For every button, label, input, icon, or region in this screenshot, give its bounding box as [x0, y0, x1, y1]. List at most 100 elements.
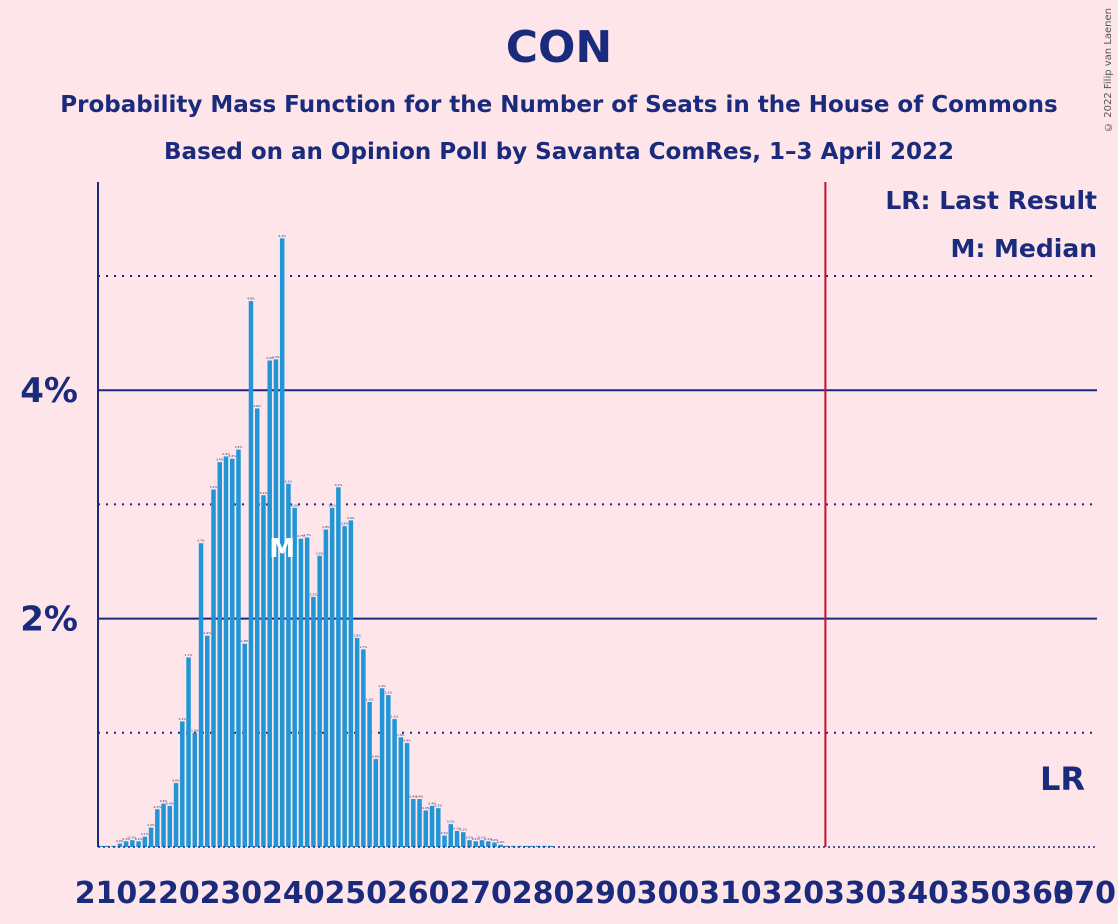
bar-247 — [329, 507, 335, 847]
x-tick-label-220: 220 — [137, 876, 200, 911]
bar-label-269: 0.1% — [466, 836, 474, 840]
bar-224 — [186, 657, 191, 847]
bar-label-274: 0.0% — [497, 840, 505, 844]
bar-220 — [161, 803, 166, 847]
bar-label-222: 0.6% — [172, 779, 180, 783]
bar-label-246: 2.8% — [322, 525, 330, 529]
bar-217 — [142, 836, 148, 847]
bar-237 — [267, 360, 272, 847]
bar-label-221: 0.4% — [166, 801, 174, 805]
bar-228 — [211, 489, 216, 847]
bar-271 — [479, 840, 485, 847]
bar-label-270: 0.1% — [472, 837, 480, 841]
bar-221 — [167, 805, 173, 847]
bar-244 — [311, 596, 316, 847]
bar-label-245: 2.5% — [316, 551, 324, 555]
bar-label-218: 0.2% — [147, 823, 155, 827]
x-tick-label-350: 350 — [949, 876, 1012, 911]
bar-274 — [498, 844, 503, 847]
bar-label-265: 0.1% — [441, 831, 449, 835]
bar-label-254: 0.8% — [372, 755, 380, 759]
bar-267 — [454, 831, 460, 847]
bar-label-241: 3.0% — [291, 503, 299, 507]
bar-273 — [492, 842, 497, 847]
chart-subtitle-1: Probability Mass Function for the Number… — [60, 92, 1058, 118]
axes-group: 2% 4% 210 220 230 240 250 260 270 280 290 300 310 320… — [20, 182, 1116, 911]
x-tick-label-360: 360 — [1011, 876, 1074, 911]
bar-211 — [105, 845, 110, 847]
bar-218 — [148, 827, 154, 847]
bar-241 — [292, 507, 297, 847]
bar-label-219: 0.3% — [154, 805, 162, 809]
bar-243 — [304, 537, 310, 847]
x-tick-label-370: 370 — [1053, 876, 1116, 911]
bar-label-268: 0.1% — [459, 828, 467, 832]
bar-268 — [461, 832, 466, 847]
bar-264 — [436, 808, 441, 847]
bar-label-242: 2.7% — [297, 534, 305, 538]
bar-label-263: 0.4% — [428, 801, 436, 805]
bar-265 — [442, 835, 447, 847]
gridlines — [98, 275, 1097, 734]
bar-label-217: 0.1% — [141, 832, 149, 836]
bar-269 — [467, 840, 472, 847]
bar-239 — [279, 238, 285, 848]
bar-label-253: 1.3% — [366, 697, 374, 701]
x-tick-label-310: 310 — [699, 876, 762, 911]
bar-262 — [423, 810, 429, 847]
bar-label-231: 3.4% — [228, 454, 236, 458]
y-tick-label-2: 2% — [20, 600, 78, 640]
bar-249 — [342, 526, 347, 847]
bar-label-255: 1.4% — [378, 684, 386, 688]
bar-225 — [192, 732, 198, 847]
x-tick-label-210: 210 — [75, 876, 138, 911]
bar-label-223: 1.1% — [178, 717, 186, 721]
bar-label-261: 0.4% — [416, 795, 424, 799]
bar-275 — [504, 845, 510, 847]
bar-label-214: 0.1% — [122, 837, 130, 841]
bar-278 — [523, 845, 528, 847]
bar-253 — [367, 701, 372, 847]
bar-label-264: 0.3% — [434, 804, 442, 808]
bar-227 — [205, 635, 210, 847]
chart-subtitle-2: Based on an Opinion Poll by Savanta ComR… — [164, 139, 954, 165]
bar-242 — [298, 538, 304, 847]
bar-label-262: 0.3% — [422, 806, 430, 810]
bar-label-215: 0.1% — [129, 836, 137, 840]
bar-256 — [386, 695, 391, 847]
bar-label-239: 5.3% — [278, 234, 286, 238]
x-tick-label-280: 280 — [512, 876, 575, 911]
x-tick-label-340: 340 — [886, 876, 949, 911]
bar-272 — [485, 841, 491, 847]
bar-214 — [123, 841, 129, 847]
bar-213 — [117, 843, 123, 847]
bar-label-216: 0.1% — [135, 837, 143, 841]
bar-label-220: 0.4% — [160, 799, 168, 803]
bar-label-257: 1.1% — [391, 715, 399, 719]
bar-246 — [323, 529, 329, 847]
bar-231 — [229, 458, 235, 847]
chart-title: CON — [505, 22, 613, 73]
bar-235 — [254, 408, 260, 847]
bar-230 — [223, 456, 229, 847]
bar-232 — [236, 449, 241, 847]
bar-label-249: 2.8% — [341, 522, 349, 526]
bar-251 — [354, 638, 360, 847]
bar-257 — [392, 719, 397, 847]
bar-236 — [261, 495, 266, 847]
bar-label-251: 1.8% — [353, 634, 361, 638]
bar-label-248: 3.1% — [335, 483, 343, 487]
x-tick-label-260: 260 — [387, 876, 450, 911]
bar-label-272: 0.1% — [484, 837, 492, 841]
bar-label-238: 4.3% — [272, 355, 280, 359]
bar-label-234: 4.8% — [247, 297, 255, 301]
x-tick-label-290: 290 — [574, 876, 637, 911]
bar-240 — [286, 483, 291, 847]
bar-210 — [98, 845, 104, 847]
bar-label-250: 2.9% — [347, 516, 355, 520]
bar-219 — [155, 809, 160, 847]
bar-label-266: 0.2% — [447, 820, 455, 824]
x-tick-label-270: 270 — [449, 876, 512, 911]
bar-label-225: 1.0% — [191, 728, 199, 732]
